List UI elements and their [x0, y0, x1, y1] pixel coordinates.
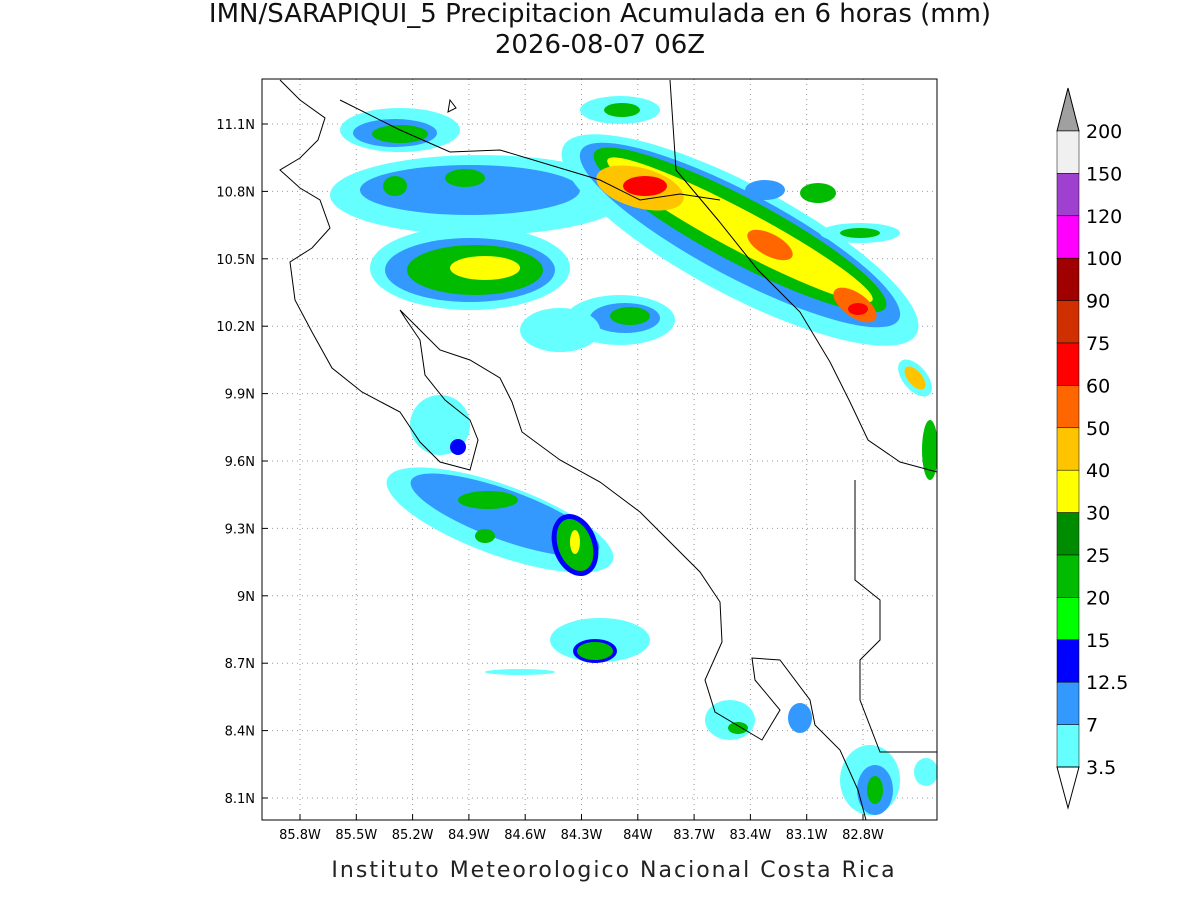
colorbar-under — [1056, 766, 1080, 810]
x-tick-label: 84.3W — [561, 828, 603, 843]
colorbar: 200 150 120 100 90 75 60 50 40 30 25 20 15 12.5 7 3.5 — [1056, 87, 1128, 810]
y-tick-label: 9.6N — [225, 455, 255, 470]
colorbar-label: 15 — [1086, 630, 1110, 652]
colorbar-label: 12.5 — [1086, 672, 1128, 694]
y-tick-label: 9N — [237, 590, 255, 605]
x-tick-label: 84.6W — [504, 828, 546, 843]
colorbar-box — [1056, 385, 1080, 429]
colorbar-label: 7 — [1086, 715, 1098, 737]
colorbar-label: 40 — [1086, 460, 1110, 482]
colorbar-box — [1056, 215, 1080, 259]
y-tick-label: 10.8N — [216, 185, 255, 200]
x-tick-label: 84.9W — [448, 828, 490, 843]
colorbar-box — [1056, 300, 1080, 344]
map-frame — [261, 78, 938, 821]
colorbar-label: 120 — [1086, 206, 1122, 228]
colorbar-box — [1056, 681, 1080, 725]
colorbar-label: 90 — [1086, 291, 1110, 313]
colorbar-box — [1056, 173, 1080, 217]
x-tick-label: 82.8W — [842, 828, 884, 843]
footer: Instituto Meteorologico Nacional Costa R… — [331, 858, 896, 883]
title: IMN/SARAPIQUI_5 Precipitacion Acumulada … — [209, 0, 991, 29]
y-tick-label: 8.1N — [225, 792, 255, 807]
colorbar-label: 100 — [1086, 248, 1122, 270]
colorbar-box — [1056, 639, 1080, 683]
colorbar-box — [1056, 342, 1080, 386]
y-tick-label: 11.1N — [216, 118, 255, 133]
y-tick-label: 9.3N — [225, 522, 255, 537]
x-tick-label: 83.7W — [673, 828, 715, 843]
x-tick-label: 85.2W — [392, 828, 434, 843]
y-tick-label: 10.2N — [216, 320, 255, 335]
colorbar-box — [1056, 512, 1080, 556]
y-tick-label: 10.5N — [216, 253, 255, 268]
y-tick-label: 9.9N — [225, 388, 255, 403]
x-tick-label: 83.4W — [729, 828, 771, 843]
colorbar-label: 30 — [1086, 503, 1110, 525]
colorbar-over — [1056, 87, 1080, 132]
colorbar-label: 150 — [1086, 163, 1122, 185]
x-tick-label: 84W — [623, 828, 653, 843]
colorbar-box — [1056, 724, 1080, 768]
colorbar-label: 3.5 — [1086, 757, 1116, 779]
x-tick-label: 83.1W — [786, 828, 828, 843]
y-tick-label: 8.7N — [225, 657, 255, 672]
grid — [262, 79, 937, 820]
colorbar-label: 50 — [1086, 418, 1110, 440]
colorbar-label: 60 — [1086, 375, 1110, 397]
x-tick-label: 85.5W — [335, 828, 377, 843]
colorbar-box — [1056, 597, 1080, 641]
colorbar-box — [1056, 469, 1080, 513]
colorbar-label: 25 — [1086, 545, 1110, 567]
colorbar-label: 75 — [1086, 333, 1110, 355]
colorbar-box — [1056, 130, 1080, 174]
colorbar-box — [1056, 554, 1080, 598]
subtitle: 2026-08-07 06Z — [495, 30, 705, 60]
colorbar-box — [1056, 257, 1080, 301]
colorbar-label: 20 — [1086, 587, 1110, 609]
y-tick-label: 8.4N — [225, 725, 255, 740]
colorbar-label: 200 — [1086, 121, 1122, 143]
precip-field — [279, 79, 937, 820]
x-tick-label: 85.8W — [279, 828, 321, 843]
colorbar-box — [1056, 427, 1080, 471]
